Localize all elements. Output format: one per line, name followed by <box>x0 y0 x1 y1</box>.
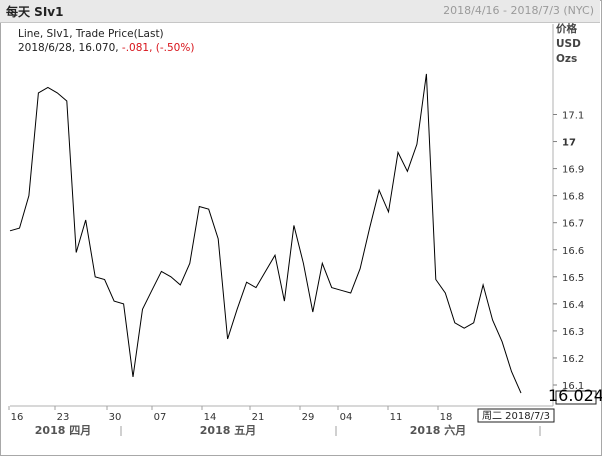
y-tick-label: 17 <box>562 138 576 149</box>
x-tick-label: 18 <box>440 412 453 423</box>
legend: Line, SIv1, Trade Price(Last) 2018/6/28,… <box>18 27 194 55</box>
price-series-line <box>9 73 522 394</box>
month-label: 2018 四月 <box>35 424 91 437</box>
y-tick-label: 16.2 <box>562 354 584 365</box>
legend-change: -.081, (-.50%) <box>118 42 195 54</box>
chart-titlebar: 每天 SIv1 2018/4/16 - 2018/7/3 (NYC) <box>0 0 600 23</box>
date-range: 2018/4/16 - 2018/7/3 (NYC) <box>443 4 594 17</box>
last-value-box <box>555 390 597 405</box>
x-tick-label: 07 <box>154 412 167 423</box>
x-tick-label: 21 <box>252 412 265 423</box>
y-tick-label: 16.5 <box>562 273 584 284</box>
x-tick-label: 30 <box>109 412 122 423</box>
legend-last-value: 2018/6/28, 16.070, <box>18 42 119 54</box>
units-price-label: 价格 <box>556 23 577 35</box>
y-axis-units: 价格 USD Ozs <box>556 22 581 67</box>
x-tick-label: 11 <box>390 412 403 423</box>
units-quantity-label: Ozs <box>556 53 578 65</box>
y-tick-label: 16.9 <box>562 165 584 176</box>
y-tick-label: 16.7 <box>562 219 584 230</box>
month-label: 2018 五月 <box>200 424 256 437</box>
y-tick-label: 17.1 <box>562 111 584 122</box>
x-tick-label: 16 <box>11 412 24 423</box>
y-tick-label: 16.8 <box>562 192 584 203</box>
y-tick-label: 16.1 <box>562 381 584 392</box>
legend-value-line: 2018/6/28, 16.070, -.081, (-.50%) <box>18 41 194 55</box>
y-tick-label: 16.4 <box>562 300 584 311</box>
chart-title: 每天 SIv1 <box>6 5 64 19</box>
units-currency-label: USD <box>556 38 581 50</box>
x-tick-label: 14 <box>204 412 217 423</box>
cursor-date-label: 周二 2018/7/3 <box>482 410 550 422</box>
y-tick-label: 16.6 <box>562 246 584 257</box>
last-value-label: 16.024 <box>548 386 602 405</box>
x-tick-label: 23 <box>57 412 70 423</box>
legend-series-line: Line, SIv1, Trade Price(Last) <box>18 28 164 40</box>
month-label: 2018 六月 <box>410 423 466 437</box>
x-tick-label: 29 <box>302 412 315 423</box>
y-tick-label: 16.3 <box>562 327 584 338</box>
x-tick-label: 04 <box>340 412 353 423</box>
cursor-date-box <box>477 408 555 423</box>
